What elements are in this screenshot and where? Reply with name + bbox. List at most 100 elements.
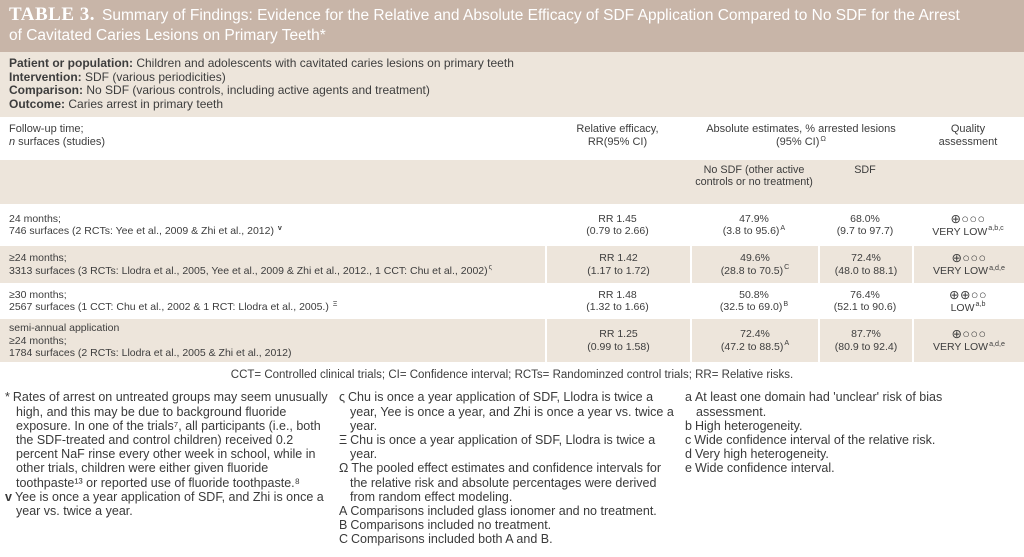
- grade-label: VERY LOW: [932, 225, 988, 238]
- rr-cell: RR 1.42 (1.17 to 1.72): [545, 246, 690, 284]
- footnote-text: Very high heterogeneity.: [694, 447, 829, 462]
- followup-cell: 24 months; 746 surfaces (2 RCTs: Yee et …: [0, 204, 545, 246]
- info-label: Intervention:: [9, 69, 82, 84]
- no-sdf-ci: (3.8 to 95.6)A: [723, 224, 785, 238]
- col-quality-header: Quality assessment: [912, 123, 1024, 160]
- subheader-spacer2: [545, 164, 690, 204]
- info-line-comparison: Comparison: No SDF (various controls, in…: [9, 83, 1015, 98]
- footnote-text: Chu is once a year application of SDF, L…: [350, 432, 656, 462]
- footnote-item: ς Chu is once a year application of SDF, …: [339, 390, 679, 433]
- footnote-marker: Ω: [339, 461, 349, 476]
- footnote-text: At least one domain had 'unclear' risk o…: [694, 390, 943, 419]
- footnote-item: e Wide confidence interval.: [685, 461, 1015, 475]
- footnote-item: A Comparisons included glass ionomer and …: [339, 504, 679, 518]
- footnotes-section: * Rates of arrest on untreated groups may…: [0, 387, 1024, 546]
- footnote-marker: *: [5, 390, 10, 405]
- studies-text: 1784 surfaces (2 RCTs: Llodra et al., 20…: [9, 347, 292, 360]
- followup-cell: semi-annual application ≥24 months; 1784…: [0, 319, 545, 363]
- ci-footnote-marker: A: [784, 339, 790, 348]
- sdf-cell: 87.7% (80.9 to 92.4): [818, 319, 912, 363]
- footnote-item: Ξ Chu is once a year application of SDF, …: [339, 433, 679, 461]
- rr-value: RR 1.45: [598, 212, 637, 225]
- footnote-marker: b: [685, 418, 692, 433]
- footnote-item: B Comparisons included no treatment.: [339, 518, 679, 532]
- footnote-item: v Yee is once a year application of SDF, …: [5, 490, 333, 518]
- abbreviations-line: CCT= Controlled clinical trials; CI= Con…: [0, 362, 1024, 388]
- no-sdf-ci: (28.8 to 70.5)C: [721, 264, 790, 278]
- grade-label: VERY LOW: [933, 265, 989, 278]
- ci-text: (95% CI): [776, 136, 820, 149]
- grade-label: LOW: [950, 301, 975, 314]
- sdf-value: 68.0%: [850, 212, 880, 225]
- followup-line1: 24 months;: [9, 212, 61, 225]
- table-title-line: TABLE 3. Summary of Findings: Evidence fo…: [9, 5, 967, 46]
- followup-line2: 1784 surfaces (2 RCTs: Llodra et al., 20…: [9, 347, 292, 360]
- rr-ci: (0.79 to 2.66): [586, 225, 649, 238]
- footnote-marker: ς: [339, 390, 346, 405]
- quality-cell: ⊕○○○ VERY LOWa,d,e: [912, 319, 1024, 363]
- no-sdf-subheader-label: No SDF (other active controls or no trea…: [695, 164, 813, 189]
- footnote-item: C Comparisons included both A and B.: [339, 532, 679, 546]
- relative-efficacy-line2: RR(95% CI): [587, 136, 648, 149]
- sdf-ci: (48.0 to 88.1): [834, 264, 898, 277]
- rr-ci: (0.99 to 1.58): [587, 340, 650, 353]
- info-line-outcome: Outcome: Caries arrest in primary teeth: [9, 96, 1015, 112]
- footnote-item: b High heterogeneity.: [685, 419, 1015, 433]
- col-followup-header: Follow-up time; n surfaces (studies): [0, 123, 545, 160]
- sdf-ci: (80.9 to 92.4): [834, 340, 898, 353]
- footnote-text: Wide confidence interval.: [694, 461, 835, 476]
- info-text: Children and adolescents with cavitated …: [133, 56, 514, 70]
- sdf-cell: 76.4% (52.1 to 90.6): [818, 283, 912, 319]
- sdf-cell: 72.4% (48.0 to 88.1): [818, 246, 912, 284]
- followup-header-line2: n surfaces (studies): [9, 136, 105, 149]
- rr-value: RR 1.25: [599, 328, 638, 341]
- no-sdf-subheader: No SDF (other active controls or no trea…: [690, 164, 818, 204]
- footnote-column-middle: ς Chu is once a year application of SDF, …: [339, 390, 679, 546]
- grade-footnote-markers: a,d,e: [989, 263, 1005, 272]
- rr-cell: RR 1.25 (0.99 to 1.58): [545, 319, 690, 363]
- row-footnote-marker: v: [277, 223, 282, 232]
- table-title-bar: TABLE 3. Summary of Findings: Evidence fo…: [0, 0, 1024, 52]
- rr-ci: (1.32 to 1.66): [586, 301, 649, 314]
- info-line-intervention: Intervention: SDF (various periodicities…: [9, 69, 1015, 85]
- subheader-spacer1: [0, 164, 545, 204]
- grade-label: VERY LOW: [933, 341, 989, 354]
- footnote-text: Wide confidence interval of the relative…: [694, 432, 936, 447]
- info-label: Outcome:: [9, 96, 66, 111]
- studies-text: 746 surfaces (2 RCTs: Yee et al., 2009 &…: [9, 225, 277, 238]
- no-sdf-cell: 47.9% (3.8 to 95.6)A: [690, 204, 818, 246]
- sdf-value: 72.4%: [851, 252, 881, 265]
- footnote-text: Comparisons included glass ionomer and n…: [350, 504, 657, 518]
- grade-symbols: ⊕○○○: [950, 211, 986, 226]
- footnote-text: Yee is once a year application of SDF, a…: [14, 489, 324, 518]
- no-sdf-ci: (32.5 to 69.0)B: [720, 300, 788, 314]
- footnote-marker: v: [5, 489, 12, 504]
- grade-symbols: ⊕⊕○○: [948, 287, 988, 302]
- quality-cell: ⊕⊕○○ LOWa,b: [912, 283, 1024, 319]
- grade-symbols: ⊕○○○: [951, 327, 987, 342]
- subheader-row: No SDF (other active controls or no trea…: [0, 160, 1024, 205]
- column-header-row: Follow-up time; n surfaces (studies) Rel…: [0, 117, 1024, 161]
- grade-symbols: ⊕○○○: [951, 251, 987, 266]
- footnote-item: * Rates of arrest on untreated groups may…: [5, 390, 333, 489]
- studies-text: 3313 surfaces (3 RCTs: Llodra et al., 20…: [9, 264, 488, 277]
- footnote-marker: C: [339, 532, 349, 547]
- info-text: SDF (various periodicities): [81, 69, 226, 84]
- col-absolute-estimates-header: Absolute estimates, % arrested lesions (…: [690, 123, 912, 160]
- followup-line2: 2567 surfaces (1 CCT: Chu et al., 2002 &…: [9, 300, 337, 314]
- rr-value: RR 1.48: [598, 288, 637, 301]
- table-row: ≥24 months; 3313 surfaces (3 RCTs: Llodr…: [0, 246, 1024, 284]
- n-italic: n: [9, 136, 16, 149]
- followup-line0: semi-annual application: [9, 321, 120, 334]
- sdf-cell: 68.0% (9.7 to 97.7): [818, 204, 912, 246]
- footnote-marker: Ξ: [339, 432, 348, 447]
- table-row: 24 months; 746 surfaces (2 RCTs: Yee et …: [0, 204, 1024, 247]
- no-sdf-value: 47.9%: [739, 212, 769, 225]
- followup-line2: 746 surfaces (2 RCTs: Yee et al., 2009 &…: [9, 223, 282, 238]
- table-row: semi-annual application ≥24 months; 1784…: [0, 319, 1024, 363]
- footnote-column-left: * Rates of arrest on untreated groups may…: [5, 390, 333, 546]
- quality-cell: ⊕○○○ VERY LOWa,b,c: [912, 204, 1024, 246]
- sdf-subheader-label: SDF: [854, 164, 876, 177]
- sdf-value: 87.7%: [851, 328, 881, 341]
